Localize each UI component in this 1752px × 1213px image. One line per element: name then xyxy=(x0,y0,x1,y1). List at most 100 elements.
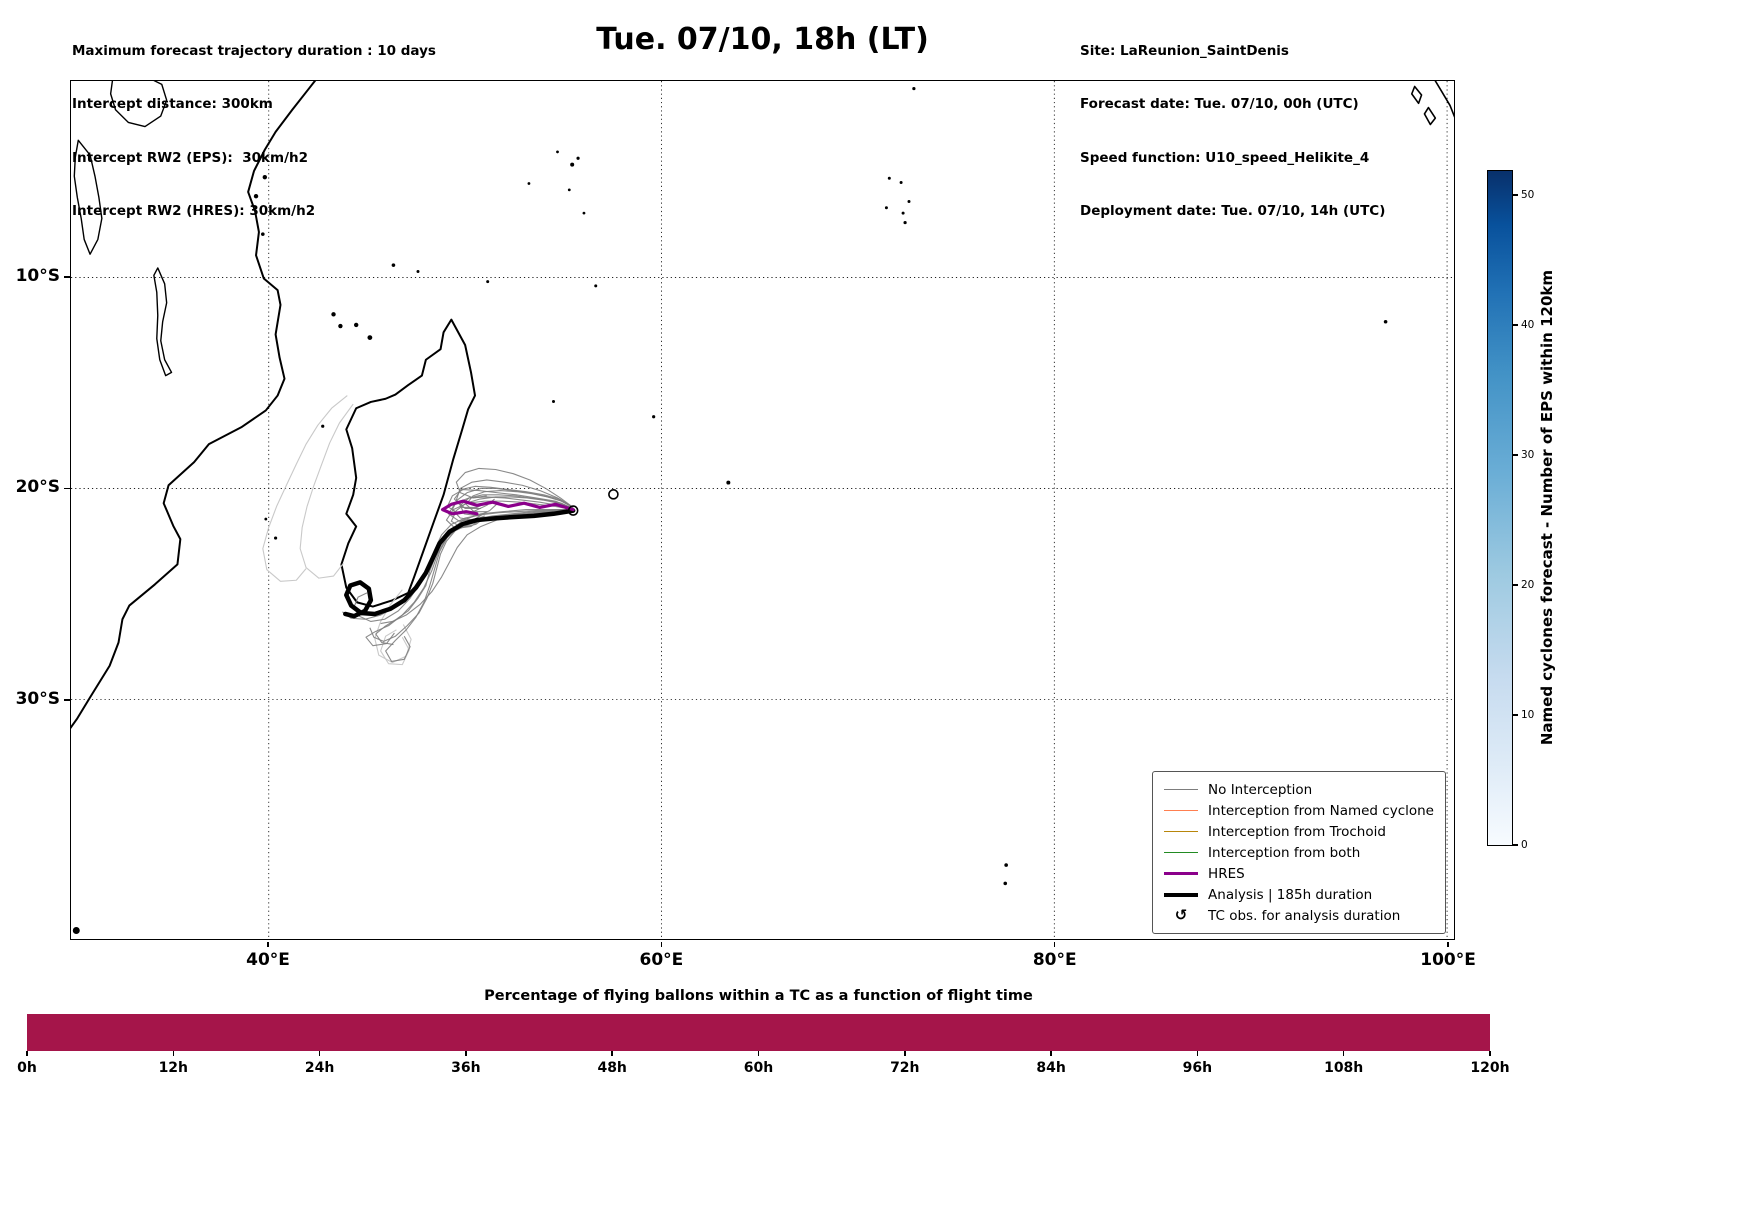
bottom-x-tick-mark xyxy=(611,1051,613,1056)
trajectory-faded xyxy=(262,395,348,582)
legend-item-label: Analysis | 185h duration xyxy=(1208,886,1373,903)
island-dot xyxy=(367,335,373,340)
island-dot xyxy=(391,263,396,267)
bottom-x-tick-label: 36h xyxy=(451,1060,481,1076)
map-legend: No Interception Interception from Named c… xyxy=(1152,771,1446,934)
island-dot xyxy=(582,211,586,215)
bottom-x-tick-mark xyxy=(465,1051,467,1056)
x-tick-label: 40°E xyxy=(246,950,290,970)
y-tick-label: 20°S xyxy=(15,477,60,498)
legend-item: Interception from Named cyclone xyxy=(1164,800,1434,821)
island-dot xyxy=(884,206,888,210)
trajectory-no-interception xyxy=(455,467,574,508)
legend-item: ↺ TC obs. for analysis duration xyxy=(1164,905,1434,926)
legend-line-sample xyxy=(1164,851,1199,854)
legend-line-sample xyxy=(1164,892,1199,897)
info-site: Site: LaReunion_SaintDenis xyxy=(1080,42,1289,59)
header-parameters: Maximum forecast trajectory duration : 1… xyxy=(72,7,436,256)
legend-item-label: No Interception xyxy=(1208,781,1313,798)
legend-item: Interception from Trochoid xyxy=(1164,821,1434,842)
figure-title: Tue. 07/10, 18h (LT) xyxy=(596,22,929,57)
island-dot xyxy=(576,156,580,160)
trajectory-no-interception xyxy=(369,510,574,642)
balloon-chart-title: Percentage of flying ballons within a TC… xyxy=(484,988,1033,1004)
legend-line-sample xyxy=(1164,871,1199,876)
tc-percentage-segment xyxy=(160,1014,293,1051)
y-tick-mark xyxy=(64,276,70,278)
bottom-x-tick-mark xyxy=(904,1051,906,1056)
info-deployment-date: Deployment date: Tue. 07/10, 14h (UTC) xyxy=(1080,202,1386,219)
coastline-nias-island xyxy=(1410,85,1423,105)
island-dot xyxy=(901,211,905,215)
island-dot xyxy=(594,284,598,288)
bottom-x-tick-label: 84h xyxy=(1036,1060,1066,1076)
bottom-x-tick-label: 72h xyxy=(890,1060,920,1076)
island-dot xyxy=(264,517,268,521)
legend-item-label: HRES xyxy=(1208,865,1245,882)
x-tick-mark xyxy=(267,941,269,947)
coastline-lake-tanganyika xyxy=(73,139,103,255)
legend-item-label: Interception from Named cyclone xyxy=(1208,802,1434,819)
legend-item: Analysis | 185h duration xyxy=(1164,884,1434,905)
bottom-x-tick-label: 12h xyxy=(158,1060,189,1076)
legend-line xyxy=(1164,851,1199,854)
bottom-x-tick-label: 24h xyxy=(304,1060,335,1076)
colorbar-tick-label: 30 xyxy=(1521,448,1535,461)
trajectory-no-interception xyxy=(380,509,574,625)
island-dot xyxy=(353,322,359,328)
island-dot xyxy=(416,270,420,274)
island-reunion xyxy=(567,505,579,516)
island-dot xyxy=(527,182,531,185)
legend-line xyxy=(1164,788,1199,791)
colorbar-tick-mark xyxy=(1513,194,1518,196)
legend-line xyxy=(1164,809,1199,812)
legend-line-sample xyxy=(1164,788,1199,791)
coastline-lake-malawi xyxy=(153,267,173,377)
x-tick-label: 100°E xyxy=(1420,950,1476,970)
bottom-x-tick-mark xyxy=(318,1051,321,1056)
island-dot xyxy=(72,927,80,935)
legend-line xyxy=(1164,892,1199,897)
tc-percentage-segment xyxy=(692,1014,825,1051)
bottom-x-tick-mark xyxy=(757,1051,760,1056)
bottom-x-tick-mark xyxy=(26,1051,28,1056)
legend-line-sample xyxy=(1164,809,1199,812)
coastline-sumatra-coast xyxy=(1434,81,1454,118)
rotation-arrow-icon: ↺ xyxy=(1174,906,1188,924)
legend-line xyxy=(1164,871,1199,876)
param-max-duration: Maximum forecast trajectory duration : 1… xyxy=(72,42,436,59)
header-run-info: Site: LaReunion_SaintDenis Forecast date… xyxy=(1080,7,1385,256)
trajectory-no-interception xyxy=(365,509,574,647)
x-tick-mark xyxy=(1447,941,1449,947)
island-dot xyxy=(570,162,575,167)
island-dot xyxy=(253,194,259,199)
bottom-x-tick-label: 60h xyxy=(743,1060,774,1076)
colorbar xyxy=(1487,170,1513,846)
bottom-x-tick-label: 48h xyxy=(597,1060,627,1076)
island-dot xyxy=(321,424,325,428)
param-intercept-rw2-hres: Intercept RW2 (HRES): 30km/h2 xyxy=(72,202,316,219)
trajectory-no-interception xyxy=(385,509,574,662)
colorbar-tick-mark xyxy=(1513,454,1518,456)
colorbar-tick-label: 10 xyxy=(1521,708,1535,721)
map-canvas xyxy=(71,81,1454,939)
colorbar-label-text: Named cyclones forecast - Number of EPS … xyxy=(1538,270,1556,746)
island-dot xyxy=(261,232,265,236)
bottom-x-tick-mark xyxy=(1050,1051,1052,1056)
colorbar-tick-label: 20 xyxy=(1521,578,1535,591)
balloon-percentage-bar xyxy=(27,1014,1490,1051)
island-dot xyxy=(1383,319,1388,324)
legend-item-label: Interception from both xyxy=(1208,844,1361,861)
trajectory-faded xyxy=(380,629,410,666)
y-tick-mark xyxy=(64,487,70,490)
island-dot xyxy=(907,200,911,204)
legend-line-sample xyxy=(1164,830,1199,833)
tc-percentage-segment xyxy=(1357,1014,1490,1051)
colorbar-tick-mark xyxy=(1513,714,1518,716)
coastline-africa-east-coast xyxy=(71,81,317,729)
colorbar-tick-label: 50 xyxy=(1521,188,1535,201)
trajectory-no-interception xyxy=(459,494,574,517)
colorbar-tick-label: 40 xyxy=(1521,318,1535,331)
colorbar-tick-mark xyxy=(1513,844,1518,846)
